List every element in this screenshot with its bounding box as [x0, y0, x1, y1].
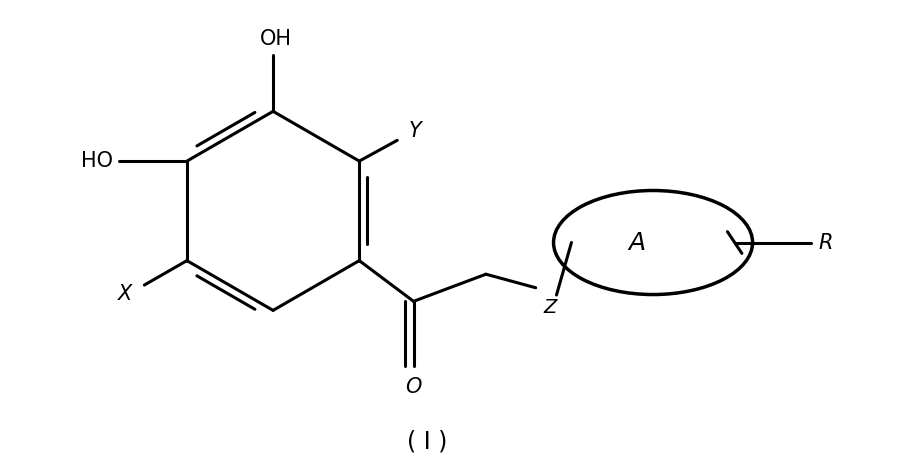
Text: A: A	[628, 230, 645, 255]
Text: Y: Y	[409, 121, 422, 141]
Text: HO: HO	[81, 151, 112, 171]
Text: O: O	[405, 377, 422, 397]
Text: OH: OH	[260, 29, 292, 49]
Text: X: X	[119, 284, 133, 304]
Text: ( I ): ( I )	[406, 429, 447, 454]
Text: Z: Z	[543, 298, 556, 317]
Text: R: R	[819, 232, 833, 253]
